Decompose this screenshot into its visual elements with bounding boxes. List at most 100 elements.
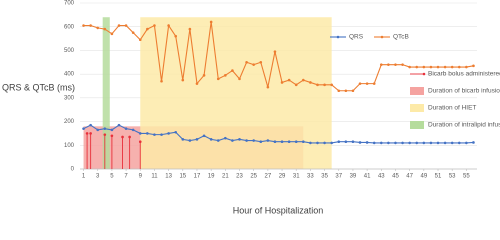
point	[231, 139, 234, 142]
point	[316, 141, 319, 145]
point	[337, 140, 341, 144]
point	[287, 140, 291, 144]
point	[372, 141, 376, 145]
point	[450, 141, 454, 145]
point	[146, 27, 149, 31]
point	[117, 24, 121, 27]
point	[167, 24, 170, 27]
point	[408, 65, 411, 69]
point	[443, 65, 447, 69]
point	[465, 141, 468, 145]
point	[153, 133, 156, 136]
point	[124, 24, 128, 27]
x-tick-label: 27	[265, 174, 272, 180]
x-tick-label: 51	[435, 174, 442, 180]
point	[231, 69, 234, 72]
bolus-marker	[128, 135, 131, 139]
bolus-marker	[89, 132, 92, 135]
point	[302, 78, 305, 82]
point	[344, 89, 348, 93]
page: {"chart_data": {"type": "line", "y_label…	[2, 0, 500, 216]
legend-swatch	[410, 87, 424, 95]
point	[216, 77, 220, 81]
x-tick-label: 53	[449, 174, 456, 180]
point	[138, 38, 142, 42]
point	[188, 139, 192, 142]
x-tick-label: 41	[364, 174, 371, 180]
x-tick-label: 33	[307, 174, 314, 180]
legend-label: Duration of bicarb infusion	[428, 88, 500, 95]
point	[160, 79, 163, 83]
point	[174, 34, 178, 38]
x-tick-label: 9	[139, 174, 143, 180]
x-tick-label: 13	[165, 174, 172, 180]
point	[245, 139, 248, 142]
point	[103, 127, 107, 130]
point	[89, 24, 92, 27]
y-tick-label: 400	[64, 72, 75, 78]
point	[224, 74, 227, 77]
point	[153, 24, 156, 27]
x-tick-label: 11	[151, 174, 158, 180]
point	[167, 132, 170, 135]
bolus-marker	[121, 135, 124, 139]
point	[387, 63, 390, 66]
point	[372, 82, 376, 85]
point	[224, 136, 227, 140]
point	[436, 141, 440, 145]
point	[379, 63, 383, 66]
region	[102, 17, 110, 169]
bolus-marker	[103, 133, 107, 136]
point	[195, 138, 199, 141]
x-tick-label: 43	[378, 174, 385, 180]
legend-marker	[380, 35, 384, 39]
point	[202, 74, 206, 77]
x-tick-label: 37	[335, 174, 342, 180]
point	[110, 128, 114, 132]
legend-swatch	[410, 121, 424, 129]
point	[160, 133, 163, 136]
region	[140, 17, 332, 169]
point	[436, 65, 440, 69]
point	[472, 141, 475, 144]
point	[429, 141, 433, 145]
point	[429, 65, 433, 69]
x-tick-label: 15	[179, 174, 186, 180]
point	[394, 141, 397, 145]
legend-label: QRS	[349, 34, 364, 41]
point	[273, 140, 277, 144]
point	[330, 83, 333, 87]
legend-label: Duration of HIET	[428, 105, 476, 112]
x-tick-label: 19	[208, 174, 215, 180]
x-tick-label: 1	[82, 174, 86, 180]
point	[259, 140, 263, 144]
point	[124, 127, 128, 130]
point	[280, 81, 284, 84]
x-tick-label: 31	[293, 174, 300, 180]
point	[252, 63, 255, 66]
x-tick-label: 47	[406, 174, 413, 180]
y-axis-label: QRS & QTcB (ms)	[2, 82, 75, 92]
point	[358, 141, 362, 144]
point	[316, 83, 319, 87]
point	[401, 141, 404, 145]
point	[117, 123, 121, 127]
point	[422, 141, 426, 145]
point	[96, 128, 100, 132]
x-tick-label: 7	[124, 174, 128, 180]
point	[103, 27, 107, 31]
point	[472, 64, 475, 68]
legend-label: Duration of intralipid infusion	[428, 122, 500, 129]
y-tick-label: 100	[64, 143, 75, 149]
point	[181, 138, 185, 141]
bolus-marker	[110, 134, 114, 138]
x-tick-label: 5	[110, 174, 114, 180]
point	[330, 141, 333, 145]
point	[309, 141, 312, 145]
legend-label: Bicarb bolus administered	[428, 71, 500, 78]
point	[344, 140, 348, 144]
legend-marker	[422, 72, 426, 76]
bolus-marker	[85, 132, 89, 135]
legend-swatch	[410, 104, 424, 112]
point	[358, 82, 362, 85]
